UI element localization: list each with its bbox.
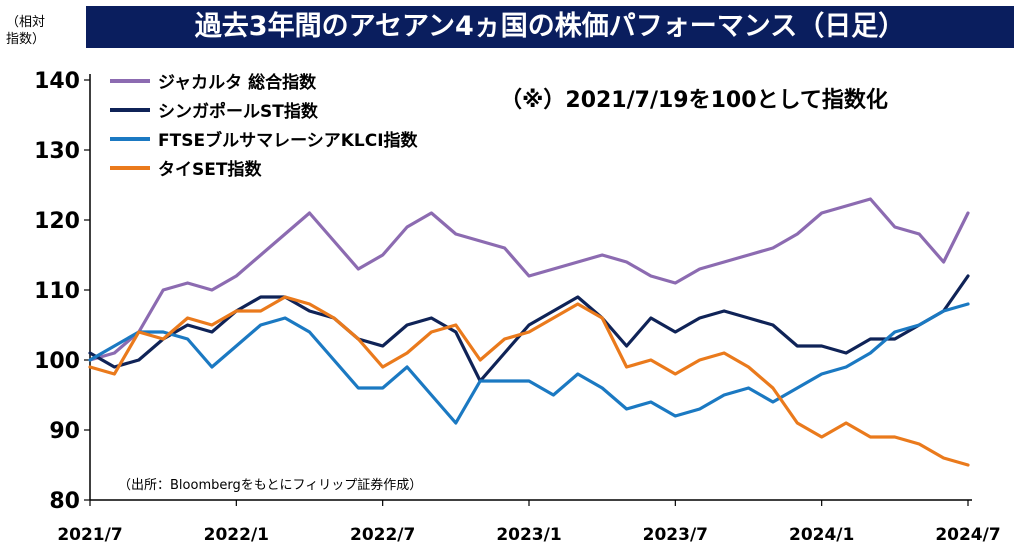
y-tick-label-110: 110 [34,279,80,304]
x-tick-label-2024/1: 2024/1 [789,525,854,545]
series-line-singapore [88,274,970,383]
x-tick-label-2023/1: 2023/1 [496,525,561,545]
legend-item-malaysia: FTSEブルサマレーシアKLCI指数 [110,124,418,153]
legend: ジャカルタ 総合指数 シンガポールST指数 FTSEブルサマレーシアKLCI指数… [110,66,418,182]
normalization-note: （※）2021/7/19を100として指数化 [500,88,888,113]
series-line-jakarta [88,197,970,362]
y-axis-unit-label: （相対 指数） [6,14,45,48]
y-tick-label-90: 90 [49,419,80,444]
legend-swatch-thailand [110,165,150,170]
y-axis-unit-line2: 指数） [6,32,46,47]
chart-title: 過去3年間のアセアン4ヵ国の株価パフォーマンス（日足） [86,6,1014,48]
legend-label-jakarta: ジャカルタ 総合指数 [158,73,317,93]
source-note: （出所：Bloombergをもとにフィリップ証券作成） [118,478,423,493]
legend-item-singapore: シンガポールST指数 [110,95,418,124]
x-tick-label-2021/7: 2021/7 [57,525,122,545]
y-tick-label-120: 120 [34,209,80,234]
legend-label-thailand: タイSET指数 [158,160,262,180]
y-tick-label-140: 140 [34,69,80,94]
legend-label-singapore: シンガポールST指数 [158,102,318,122]
y-axis-unit-line1: （相対 [6,15,46,30]
series-line-malaysia [88,302,970,425]
legend-label-malaysia: FTSEブルサマレーシアKLCI指数 [158,131,418,151]
y-tick-label-130: 130 [34,139,80,164]
series-line-thailand [88,295,970,467]
x-tick-label-2023/7: 2023/7 [643,525,708,545]
legend-swatch-malaysia [110,136,150,141]
legend-item-jakarta: ジャカルタ 総合指数 [110,66,418,95]
legend-item-thailand: タイSET指数 [110,153,418,182]
x-tick-label-2024/7: 2024/7 [935,525,1000,545]
x-tick-label-2022/1: 2022/1 [204,525,269,545]
y-tick-label-80: 80 [49,489,80,514]
y-tick-label-100: 100 [34,349,80,374]
x-tick-label-2022/7: 2022/7 [350,525,415,545]
legend-swatch-jakarta [110,78,150,83]
legend-swatch-singapore [110,107,150,112]
